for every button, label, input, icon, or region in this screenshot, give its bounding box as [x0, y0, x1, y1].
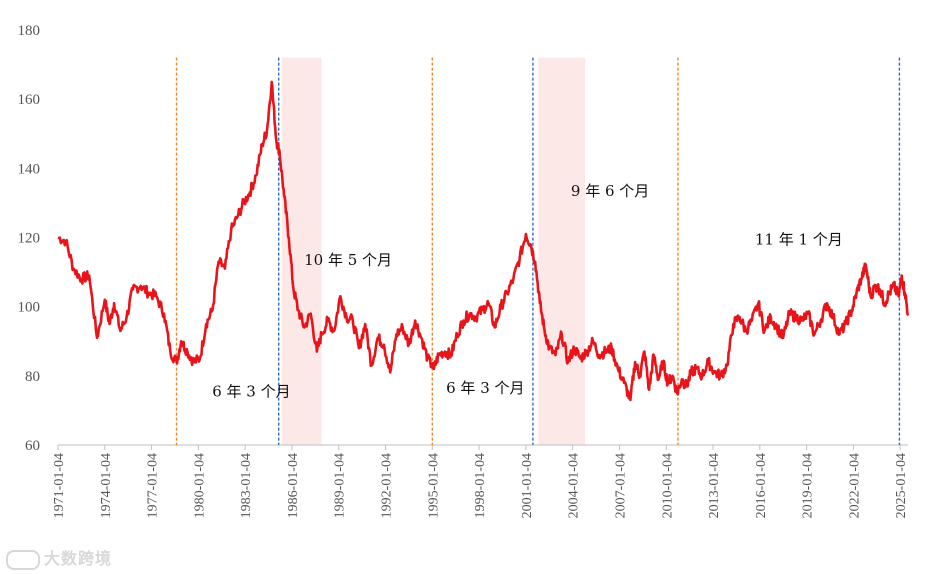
x-tick-label: 1977-01-04	[146, 453, 161, 518]
watermark: 大数跨境	[6, 545, 112, 570]
annotation-4: 9 年 6 个月	[571, 182, 649, 200]
shaded-regions	[281, 57, 586, 446]
x-tick-label: 2016-01-04	[754, 453, 769, 518]
x-tick-label: 1971-01-04	[52, 453, 67, 518]
x-tick-label: 1983-01-04	[239, 453, 254, 518]
y-tick-label: 160	[18, 92, 41, 108]
x-tick-label: 1995-01-04	[426, 453, 441, 518]
x-tick-label: 1974-01-04	[99, 453, 114, 518]
annotation-5: 11 年 1 个月	[755, 230, 843, 248]
y-tick-label: 180	[18, 23, 41, 39]
x-tick-label: 2007-01-04	[613, 453, 628, 518]
x-tick-label: 1986-01-04	[286, 453, 301, 518]
vertical-marker-lines	[175, 57, 901, 445]
y-tick-label: 60	[25, 438, 40, 454]
watermark-text: 大数跨境	[44, 549, 113, 568]
x-tick-label: 2001-01-04	[520, 453, 535, 518]
x-axis: 1971-01-04 1974-01-04 1977-01-04 1980-01-04…	[52, 444, 909, 518]
y-tick-label: 120	[18, 231, 41, 247]
x-tick-label: 2022-01-04	[847, 453, 862, 518]
x-tick-label: 1980-01-04	[192, 453, 207, 518]
x-tick-label: 1989-01-04	[333, 453, 348, 518]
series-line-1	[57, 80, 910, 402]
annotation-1: 6 年 3 个月	[212, 383, 290, 401]
annotation-2: 10 年 5 个月	[304, 251, 392, 269]
x-tick-label: 1998-01-04	[473, 453, 488, 518]
y-tick-label: 80	[25, 369, 40, 385]
logo-icon	[6, 549, 40, 570]
x-tick-label: 2025-01-04	[894, 453, 909, 518]
x-tick-label: 2013-01-04	[707, 453, 722, 518]
annotation-3: 6 年 3 个月	[446, 379, 524, 397]
y-axis: 60 80 100 120 140 160 180	[18, 23, 41, 454]
annotations: 6 年 3 个月 10 年 5 个月 6 年 3 个月 9 年 6 个月 11 年 1 …	[212, 182, 843, 401]
shaded-region-2	[538, 57, 586, 446]
x-tick-label: 1992-01-04	[380, 453, 395, 518]
x-tick-label: 2019-01-04	[801, 453, 816, 518]
x-tick-label: 2004-01-04	[567, 453, 582, 518]
y-tick-label: 140	[18, 161, 41, 177]
x-tick-label: 2010-01-04	[660, 453, 675, 518]
y-tick-label: 100	[18, 300, 41, 316]
series-group	[57, 80, 910, 402]
